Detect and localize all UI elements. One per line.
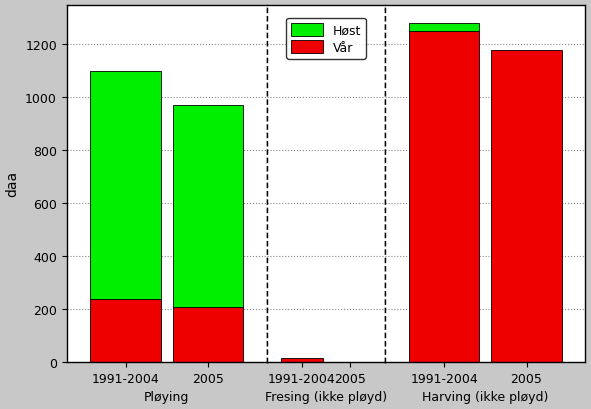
Bar [281,358,323,362]
Bar [90,72,161,299]
Bar [491,50,562,362]
Bar [409,24,479,32]
Legend: Høst, Vår: Høst, Vår [286,19,366,60]
X-axis label: Fresing (ikke pløyd): Fresing (ikke pløyd) [265,391,387,403]
X-axis label: Pløying: Pløying [144,391,190,403]
Bar [90,299,161,362]
Y-axis label: daa: daa [5,171,20,197]
Bar [409,32,479,362]
Bar [173,106,243,307]
Bar [173,307,243,362]
X-axis label: Harving (ikke pløyd): Harving (ikke pløyd) [422,391,548,403]
